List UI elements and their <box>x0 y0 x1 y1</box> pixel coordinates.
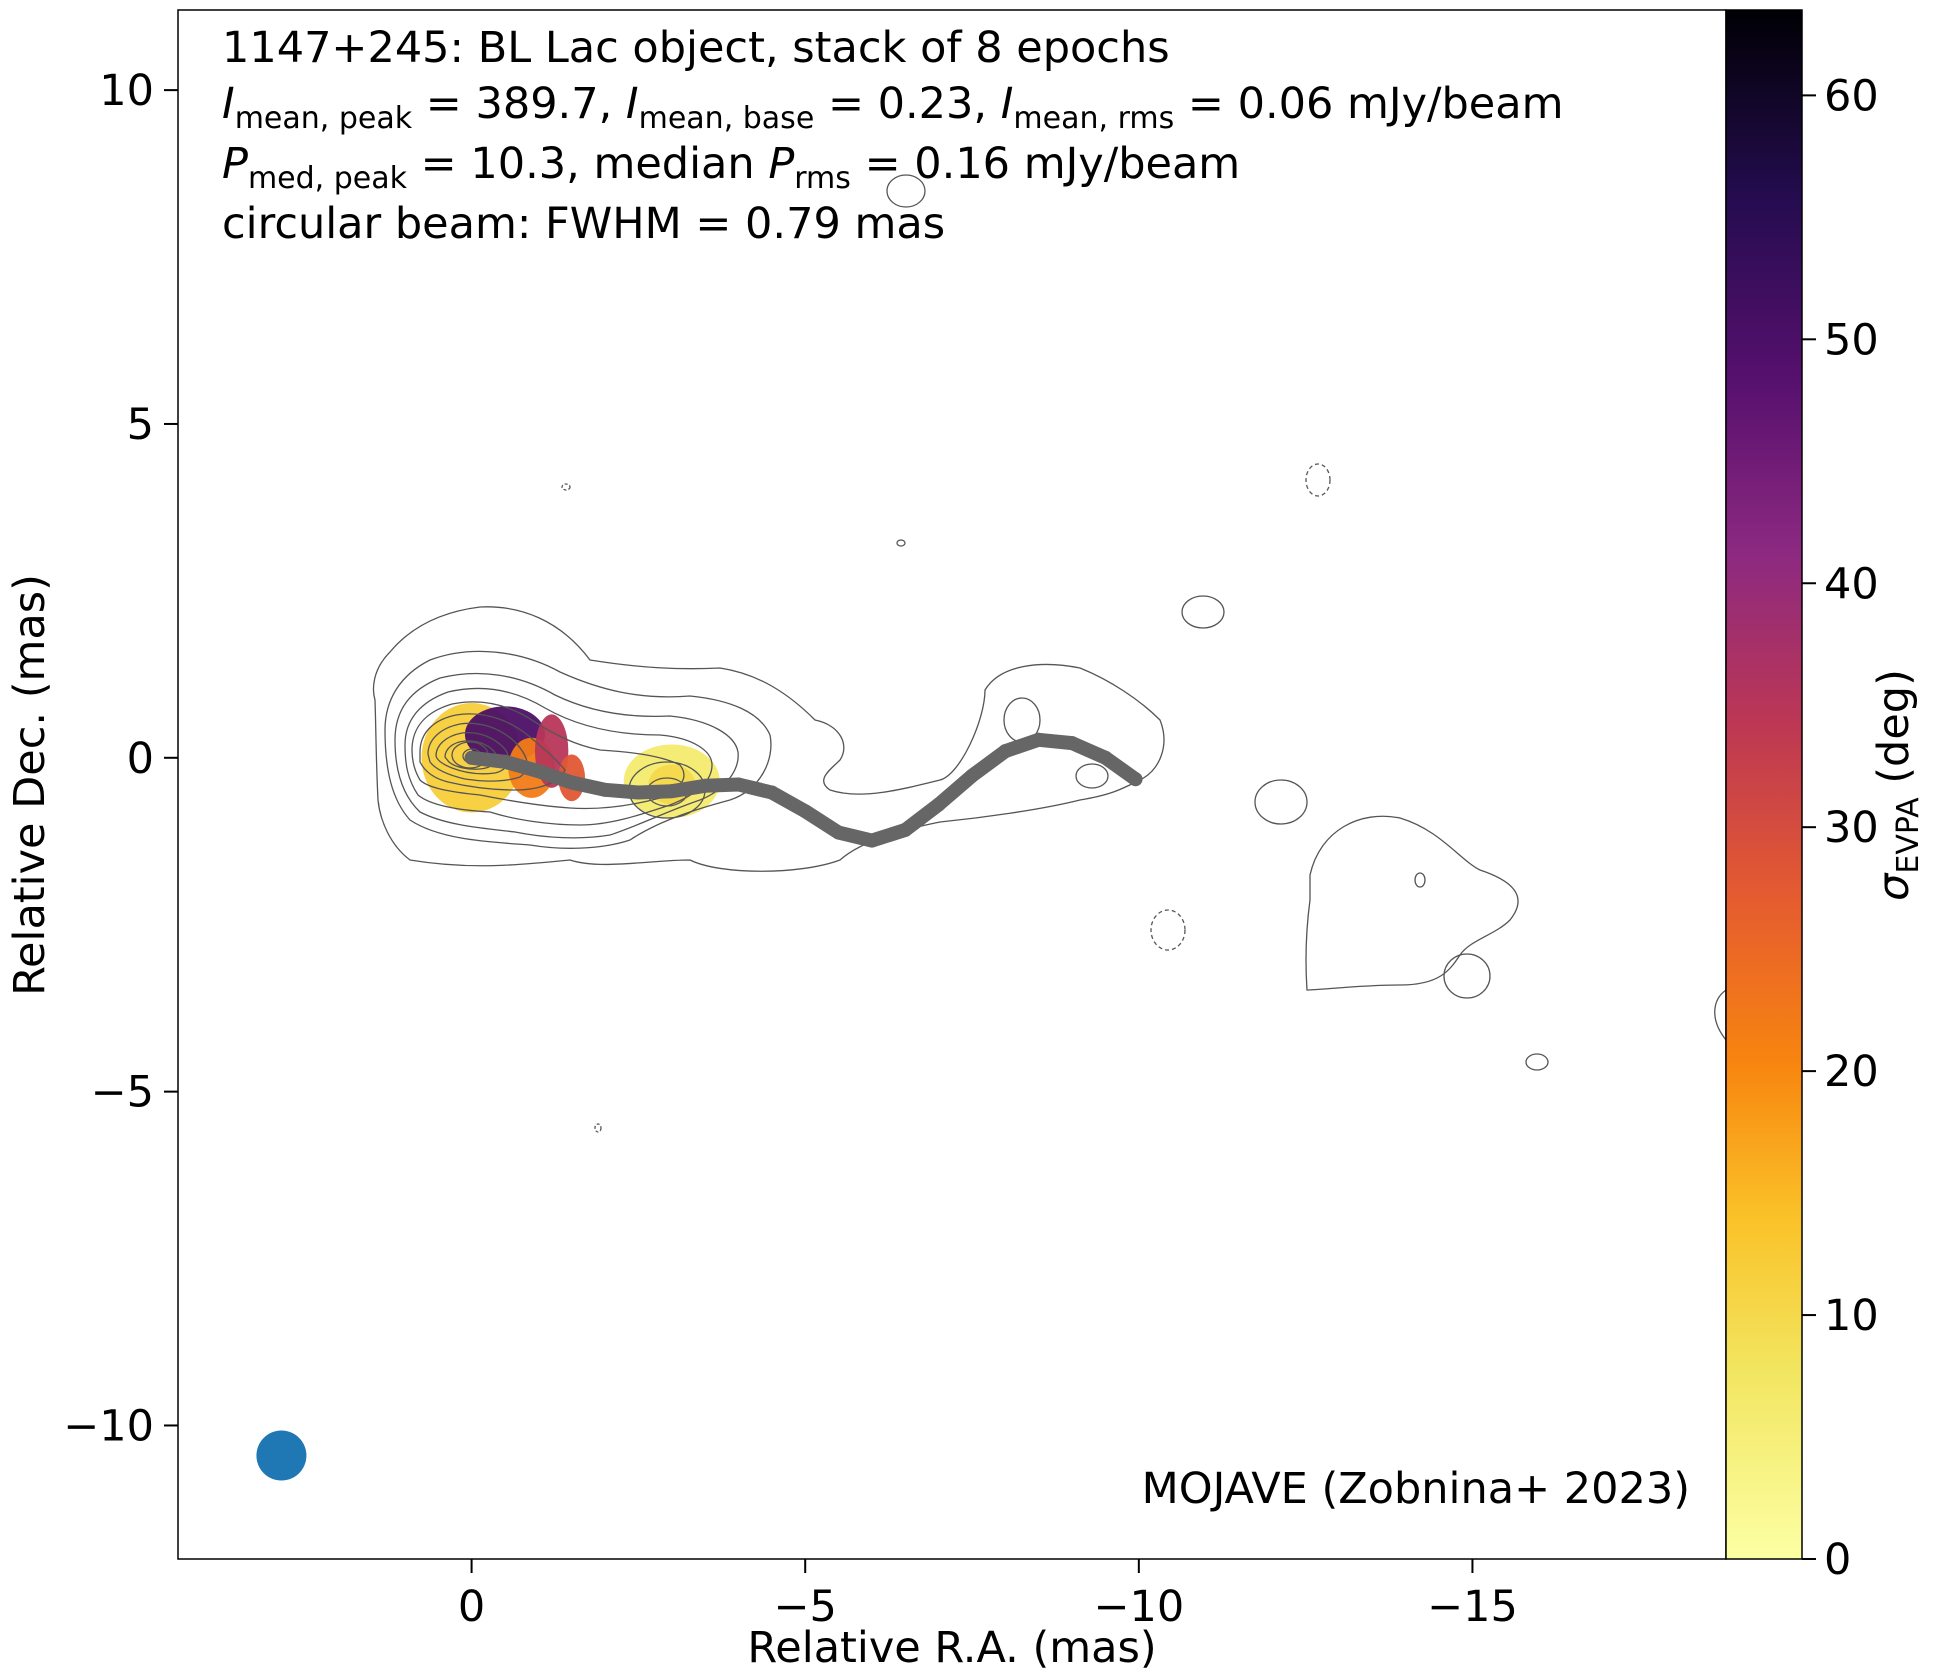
contour-island <box>1181 595 1225 629</box>
ridge-point <box>831 825 846 840</box>
contour-island <box>1254 779 1308 825</box>
ridge-point <box>764 785 779 800</box>
contour-6 <box>419 713 566 791</box>
contour-outer <box>372 606 1165 872</box>
colorbar-tick-label: 20 <box>1824 1047 1879 1097</box>
credit-label: MOJAVE (Zobnina+ 2023) <box>1142 1464 1690 1514</box>
ridge-point <box>731 777 746 792</box>
contour-dashed <box>1305 463 1331 497</box>
ridge-point <box>1128 772 1143 787</box>
plot-area <box>256 174 1726 1481</box>
y-axis-label: Relative Dec. (mas) <box>5 574 55 996</box>
ridge-point <box>1065 736 1080 751</box>
ridge-point <box>698 778 713 793</box>
colorbar-tick-label: 40 <box>1824 559 1879 609</box>
contour-2 <box>384 650 772 849</box>
ridge-point <box>497 754 512 769</box>
contour-island <box>1443 953 1491 999</box>
ridge-point <box>864 833 879 848</box>
x-tick-label: −15 <box>1427 1582 1518 1632</box>
annotation-line-4: circular beam: FWHM = 0.79 mas <box>222 199 945 249</box>
annotation-line-3: Pmed, peak = 10.3, median Prms = 0.16 mJ… <box>222 139 1240 196</box>
contour-dashed <box>594 1123 602 1133</box>
ridge-point <box>798 804 813 819</box>
contour-island <box>896 539 906 547</box>
colorbar-label: σEVPA (deg) <box>1869 669 1926 901</box>
ridge-point <box>998 744 1013 759</box>
ridge-point <box>564 775 579 790</box>
ridge-point <box>464 750 479 765</box>
ridge-point <box>598 782 613 797</box>
ridge-point <box>631 785 646 800</box>
colorbar-tick-label: 10 <box>1824 1291 1879 1341</box>
contour-dashed <box>561 483 571 491</box>
y-axis-ticks: 10 5 0 −5 −10 <box>63 66 178 1451</box>
contour-3 <box>394 672 739 839</box>
contour-extended-region <box>1305 815 1519 991</box>
x-tick-label: 0 <box>458 1582 485 1632</box>
contour-edge-arc <box>1714 989 1726 1041</box>
contour-island <box>1075 763 1109 789</box>
ridge-point <box>1098 750 1113 765</box>
y-tick-label: 0 <box>127 734 154 784</box>
ridge-line <box>464 732 1143 848</box>
contour-dashed <box>1150 909 1186 951</box>
colorbar-tick-label: 60 <box>1824 71 1879 121</box>
x-tick-label: −10 <box>1093 1582 1184 1632</box>
contour-island <box>1525 1053 1549 1071</box>
ridge-point <box>1031 732 1046 747</box>
y-tick-label: 10 <box>99 66 154 116</box>
y-tick-label: −5 <box>91 1068 154 1118</box>
ridge-point <box>965 768 980 783</box>
intensity-contours <box>372 174 1726 1133</box>
annotation-line-1: 1147+245: BL Lac object, stack of 8 epoc… <box>222 23 1170 73</box>
colorbar-ticks: 0 10 20 30 40 50 60 <box>1802 71 1879 1585</box>
x-axis-ticks: 0 −5 −10 −15 <box>458 1559 1518 1632</box>
ridge-point <box>664 784 679 799</box>
colorbar-tick-label: 30 <box>1824 803 1879 853</box>
colorbar-tick-label: 0 <box>1824 1535 1851 1585</box>
ridge-point <box>531 764 546 779</box>
annotation-line-2: Imean, peak = 389.7, Imean, base = 0.23,… <box>222 79 1564 136</box>
beam-ellipse <box>256 1430 307 1481</box>
x-axis-label: Relative R.A. (mas) <box>747 1623 1156 1673</box>
colorbar <box>1725 9 1803 1560</box>
colorbar-tick-label: 50 <box>1824 315 1879 365</box>
contour-5 <box>411 701 685 810</box>
contour-island <box>886 174 926 208</box>
y-tick-label: 5 <box>127 400 154 450</box>
ridge-point <box>931 797 946 812</box>
y-tick-label: −10 <box>63 1401 154 1451</box>
ridge-point <box>898 822 913 837</box>
x-tick-label: −5 <box>774 1582 837 1632</box>
contour-island <box>1414 872 1426 888</box>
